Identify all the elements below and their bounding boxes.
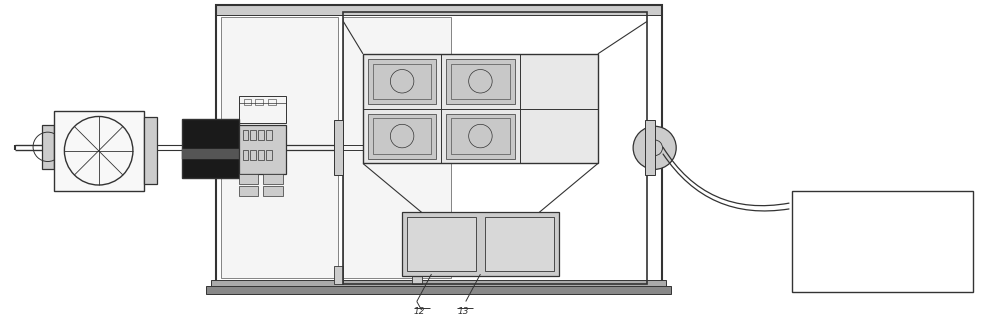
Bar xyxy=(363,54,598,164)
Bar xyxy=(446,59,515,104)
Bar xyxy=(451,119,510,154)
Bar xyxy=(792,191,973,292)
Bar xyxy=(182,149,239,158)
Text: 12: 12 xyxy=(414,307,425,316)
Bar xyxy=(402,212,559,276)
Circle shape xyxy=(633,126,676,169)
Bar xyxy=(258,130,264,140)
Bar xyxy=(243,130,248,140)
Bar xyxy=(485,217,554,271)
Bar xyxy=(263,186,283,196)
Bar xyxy=(221,16,338,278)
Bar xyxy=(206,286,671,294)
Bar xyxy=(373,119,431,154)
Bar xyxy=(407,217,476,271)
Bar xyxy=(216,5,662,15)
Bar xyxy=(343,16,451,278)
Bar xyxy=(266,150,272,159)
Bar xyxy=(239,125,286,174)
Bar xyxy=(451,64,510,99)
Bar xyxy=(243,150,248,159)
Bar xyxy=(211,280,666,292)
Bar xyxy=(244,99,251,105)
Bar xyxy=(182,120,239,178)
Bar xyxy=(250,150,256,159)
Bar xyxy=(239,186,258,196)
Bar xyxy=(412,266,422,284)
Bar xyxy=(250,130,256,140)
Bar xyxy=(239,96,286,123)
Bar xyxy=(255,99,263,105)
FancyArrowPatch shape xyxy=(663,154,789,211)
Bar xyxy=(368,59,436,104)
Bar xyxy=(216,5,662,292)
Bar xyxy=(144,118,157,184)
Bar xyxy=(334,120,343,175)
Bar xyxy=(54,111,144,191)
Bar xyxy=(42,125,54,169)
Bar xyxy=(368,113,436,158)
FancyArrowPatch shape xyxy=(663,147,789,206)
Bar xyxy=(266,130,272,140)
Text: 13: 13 xyxy=(458,307,470,316)
Bar xyxy=(373,64,431,99)
Bar xyxy=(263,174,283,184)
Bar xyxy=(645,120,655,175)
Bar xyxy=(334,266,343,284)
Bar xyxy=(239,174,258,184)
Bar xyxy=(343,12,647,284)
Bar xyxy=(258,150,264,159)
Bar xyxy=(268,99,276,105)
Bar xyxy=(446,113,515,158)
